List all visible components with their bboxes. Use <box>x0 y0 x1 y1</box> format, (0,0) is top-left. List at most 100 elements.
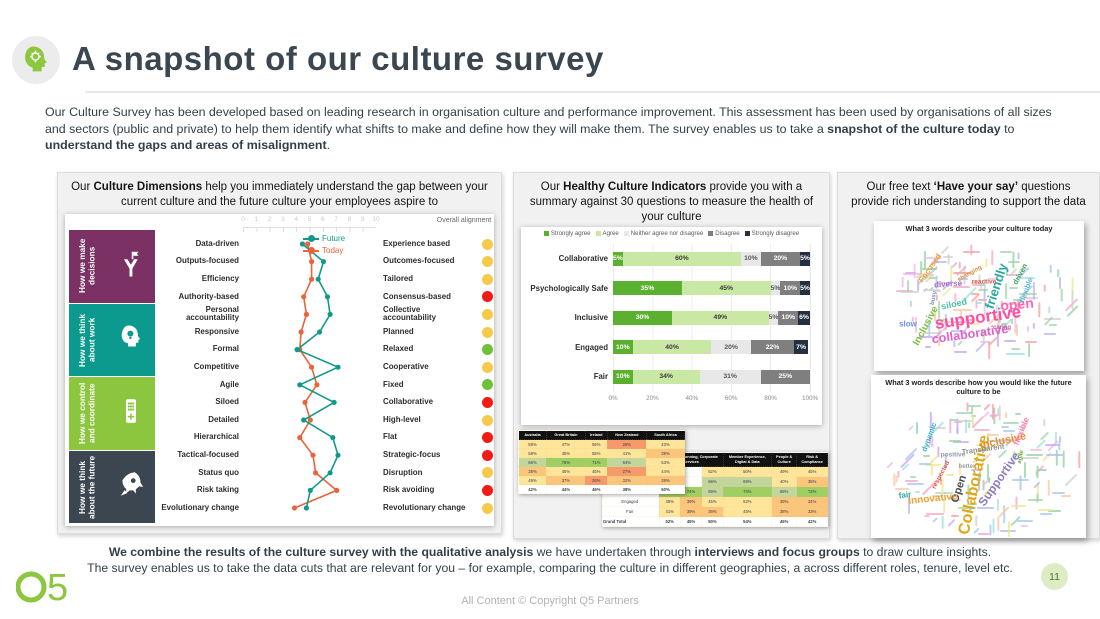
wordcloud-filler-mark <box>1036 465 1039 479</box>
divider <box>85 91 1100 93</box>
table-header: Risk & Compliance <box>796 452 828 467</box>
axis-tick: 0 <box>241 216 245 223</box>
alignment-dot-yellow <box>482 273 493 285</box>
table-row-label: Fair <box>602 506 660 517</box>
wordcloud-filler-mark <box>954 350 968 353</box>
wordcloud-filler-mark <box>970 405 973 414</box>
bar-segment: 20% <box>711 340 751 355</box>
wordcloud-filler-mark <box>1017 252 1020 260</box>
table-cell: 59% <box>518 439 547 449</box>
wordcloud-filler-mark <box>950 330 966 333</box>
table-header: Member Experience, Digital & Data <box>722 452 773 467</box>
wordcloud-filler-mark <box>1018 292 1038 295</box>
wordcloud-filler-mark <box>886 461 895 469</box>
wordcloud-filler-mark <box>958 278 968 281</box>
wordcloud-filler-mark <box>933 261 948 264</box>
wordcloud-filler-mark <box>938 281 951 284</box>
wordcloud-filler-mark <box>1044 333 1057 336</box>
alignment-dot-red <box>482 449 493 461</box>
dimension-right-label: Strategic-focus <box>383 450 441 460</box>
axis-tick: 3 <box>281 216 285 223</box>
wordcloud-filler-mark <box>998 405 1001 421</box>
wordcloud-filler-mark <box>1051 492 1066 495</box>
dimension-left-label: Efficiency <box>201 274 239 284</box>
table-cell: 39% <box>679 496 703 507</box>
category-sidebar: How we make decisions How we think about … <box>69 230 155 524</box>
table-cell: 74% <box>722 486 773 497</box>
wordcloud-filler-mark <box>951 262 958 269</box>
wordcloud-filler-mark <box>1062 450 1065 468</box>
wordcloud-filler-mark <box>1003 339 1017 342</box>
table-total-cell: 54% <box>722 516 773 527</box>
wordcloud-filler-mark <box>1060 495 1072 498</box>
axis-tick: 4 <box>294 216 298 223</box>
table-cell: 45% <box>545 448 586 458</box>
wordcloud-filler-mark <box>953 441 970 444</box>
wordcloud-filler-mark <box>1046 454 1064 457</box>
table-cell: 39% <box>701 506 724 517</box>
table-cell: 52% <box>701 466 724 477</box>
panel-healthy-culture-indicators: Our Healthy Culture Indicators provide y… <box>513 172 830 539</box>
wordcloud-filler-mark <box>1003 422 1019 425</box>
wordcloud-filler-mark <box>978 288 988 291</box>
wordcloud-filler-mark <box>974 429 991 432</box>
wordcloud-word: caring <box>992 324 1012 331</box>
wordcloud-filler-mark <box>932 495 942 498</box>
overall-alignment-label: Overall alignment <box>436 217 492 224</box>
wordcloud-filler-mark <box>1064 473 1078 487</box>
axis-tick: 1 <box>254 216 259 223</box>
wordcloud-filler-mark <box>929 276 937 279</box>
x-axis-tick: 80% <box>764 395 777 402</box>
wordcloud-filler-mark <box>997 516 1000 531</box>
bar-label: Engaged <box>575 342 608 352</box>
wordcloud-filler-mark <box>909 476 917 479</box>
table-cell: 39% <box>771 496 798 507</box>
table-cell: 76% <box>545 457 586 467</box>
dimension-right-label: Risk avoiding <box>383 485 435 495</box>
wordcloud-filler-mark <box>996 324 1004 327</box>
wordcloud-filler-mark <box>1017 520 1034 523</box>
wordcloud-filler-mark <box>992 518 995 534</box>
wordcloud-filler-mark <box>1012 298 1022 301</box>
axis-tick: 10 <box>372 216 380 223</box>
wordcloud-filler-mark <box>941 515 944 529</box>
x-axis-tick: 0% <box>608 395 618 402</box>
table-cell: 26% <box>584 475 608 485</box>
wordcloud-filler-mark <box>1030 448 1043 451</box>
bar-row: Psychologically Safe 35% 45% 5% 10% 5% <box>521 274 822 304</box>
table-cell: 40% <box>771 476 798 487</box>
legend-item: Disagree <box>708 230 740 237</box>
bar-segment: 7% <box>794 340 808 355</box>
wordcloud-filler-mark <box>924 514 931 517</box>
wordcloud-filler-mark <box>978 533 990 536</box>
summary-line-2: The survey enables us to take the data c… <box>87 561 1013 576</box>
table-header: People & Culture <box>771 452 798 467</box>
wordcloud-filler-mark <box>1044 443 1061 446</box>
wordcloud-filler-mark <box>901 275 904 288</box>
table-cell: 43% <box>645 439 686 449</box>
wordcloud-filler-mark <box>895 475 898 484</box>
dimension-right-label: Relaxed <box>383 344 414 354</box>
bar-segment: 40% <box>632 340 712 355</box>
wordcloud-filler-mark <box>985 259 988 268</box>
wordcloud-filler-mark <box>975 302 982 305</box>
wordcloud-filler-mark <box>930 454 940 464</box>
head-lightbulb-icon <box>12 36 60 84</box>
dimension-left-label: Authority-based <box>178 291 240 301</box>
wordcloud-filler-mark <box>905 480 919 483</box>
x-axis-tick: 20% <box>646 395 659 402</box>
table-cell: 48% <box>658 496 681 507</box>
wordcloud-filler-mark <box>952 499 962 502</box>
wordcloud-filler-mark <box>917 274 934 277</box>
table-cell: 39% <box>679 506 703 517</box>
category-label: How we make decisions <box>77 239 97 294</box>
bar-label: Fair <box>593 372 608 382</box>
dimension-left-label: Tactical-focused <box>177 450 239 460</box>
panel-culture-dimensions: Our Culture Dimensions help you immediat… <box>57 172 502 534</box>
wordcloud-filler-mark <box>923 257 942 260</box>
axis-tick: 5 <box>307 216 312 223</box>
wordcloud-filler-mark <box>1013 308 1019 311</box>
dimension-left-label: Siloed <box>215 397 239 407</box>
dimension-right-label: Tailored <box>383 274 414 284</box>
wordcloud-filler-mark <box>1005 274 1020 277</box>
